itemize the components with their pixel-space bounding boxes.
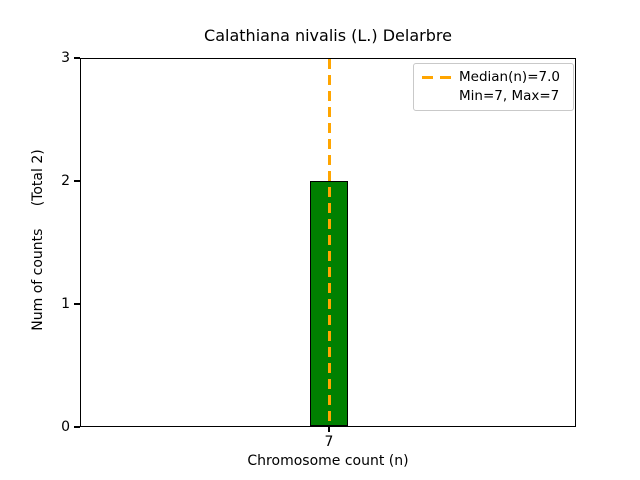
y-tick-mark [74,180,80,182]
legend-marker-spacer [422,95,452,98]
y-tick-mark [74,57,80,59]
x-tick-label-7: 7 [324,434,334,450]
x-tick-mark [328,427,330,432]
median-line-legend-marker-icon [422,76,452,79]
legend-entry-minmax: Min=7, Max=7 [422,87,565,106]
median-dashed-line [327,59,331,426]
plot-area [80,58,576,427]
y-tick-label-2: 2 [61,173,70,189]
y-tick-label-3: 3 [61,50,70,66]
legend: Median(n)=7.0 Min=7, Max=7 [413,63,574,111]
legend-entry-median: Median(n)=7.0 [422,68,565,87]
y-tick-label-1: 1 [61,296,70,312]
legend-median-label: Median(n)=7.0 [459,69,560,85]
y-tick-mark [74,426,80,428]
chart-title: Calathiana nivalis (L.) Delarbre [204,26,452,45]
y-tick-mark [74,303,80,305]
legend-minmax-label: Min=7, Max=7 [459,88,560,104]
x-axis-label: Chromosome count (n) [247,453,409,469]
y-tick-label-0: 0 [61,419,70,435]
